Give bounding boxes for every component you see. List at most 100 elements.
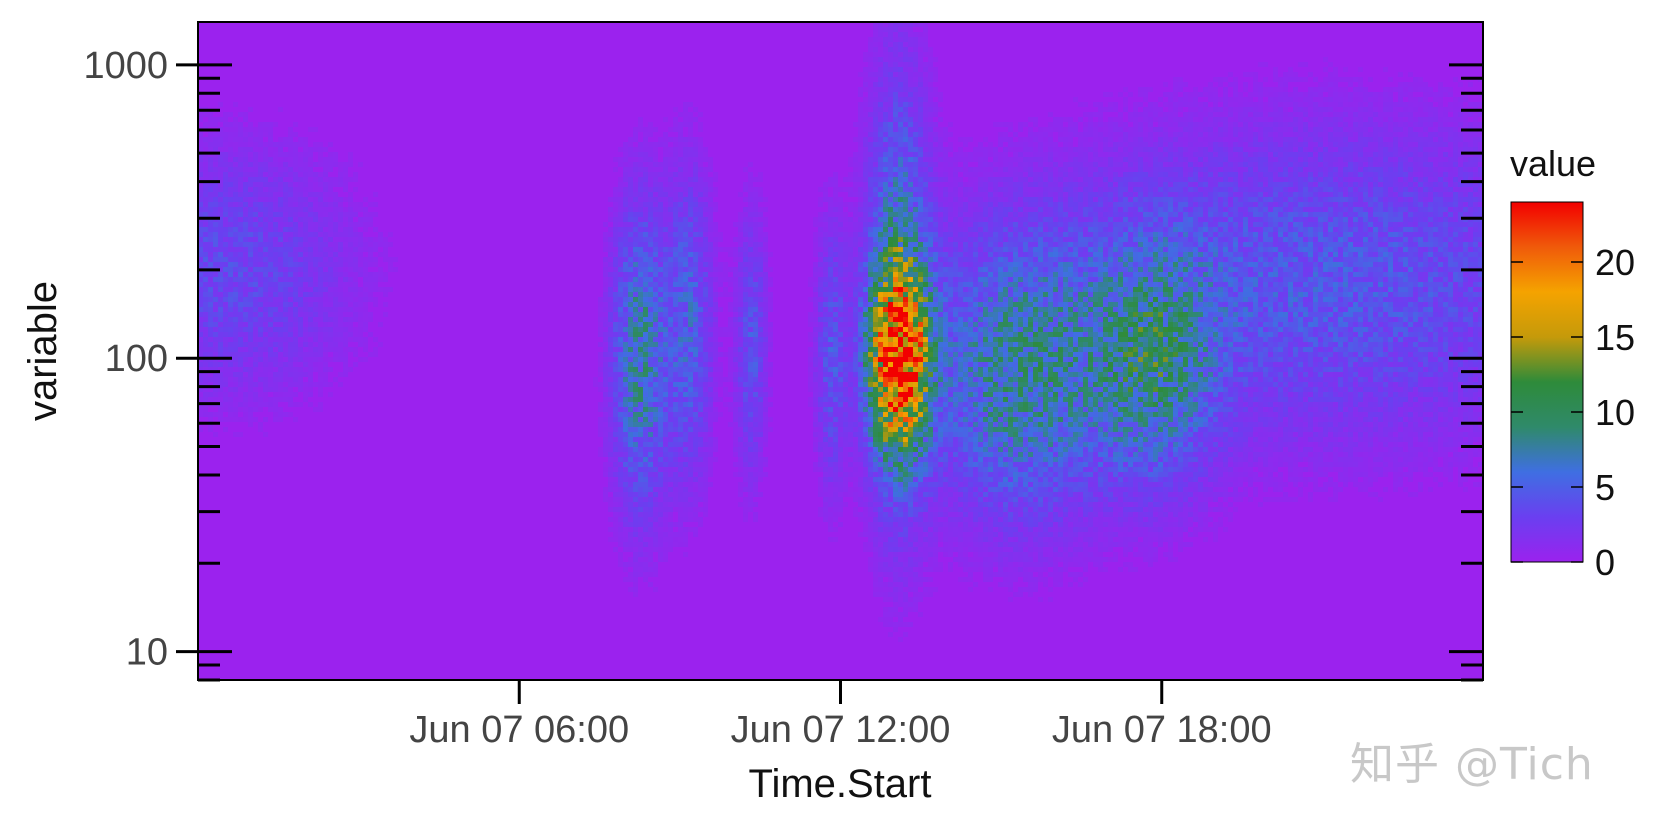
heatmap-cell <box>658 402 663 407</box>
heatmap-cell <box>763 427 768 432</box>
heatmap-cell <box>648 402 653 407</box>
heatmap-cell <box>648 292 653 297</box>
heatmap-cell <box>658 232 663 237</box>
heatmap-cell <box>763 292 768 297</box>
heatmap-cell <box>293 237 298 242</box>
heatmap-cell <box>828 482 833 487</box>
heatmap-cell <box>333 337 338 342</box>
heatmap-cell <box>363 337 368 342</box>
heatmap-cell <box>333 277 338 282</box>
heatmap-cell <box>618 467 623 472</box>
heatmap-cell <box>758 242 763 247</box>
heatmap-cell <box>653 307 658 312</box>
heatmap-cell <box>248 297 253 302</box>
heatmap-cell <box>228 147 233 152</box>
heatmap-cell <box>673 212 678 217</box>
heatmap-cell <box>273 262 278 267</box>
heatmap-cell <box>278 317 283 322</box>
heatmap-cell <box>298 172 303 177</box>
heatmap-cell <box>823 477 828 482</box>
heatmap-cell <box>278 187 283 192</box>
heatmap-cell <box>823 357 828 362</box>
heatmap-cell <box>828 317 833 322</box>
heatmap-cell <box>208 167 213 172</box>
heatmap-cell <box>823 252 828 257</box>
heatmap-cell <box>863 337 868 342</box>
heatmap-cell <box>293 152 298 157</box>
heatmap-cell <box>278 372 283 377</box>
heatmap-cell <box>703 172 708 177</box>
heatmap-cell <box>608 252 613 257</box>
heatmap-cell <box>833 417 838 422</box>
heatmap-cell <box>303 267 308 272</box>
heatmap-cell <box>248 137 253 142</box>
heatmap-cell <box>268 217 273 222</box>
heatmap-cell <box>738 212 743 217</box>
heatmap-cell <box>833 252 838 257</box>
heatmap-cell <box>253 237 258 242</box>
heatmap-cell <box>658 507 663 512</box>
heatmap-cell <box>748 502 753 507</box>
heatmap-cell <box>673 222 678 227</box>
heatmap-cell <box>263 287 268 292</box>
heatmap-cell <box>238 207 243 212</box>
heatmap-cell <box>863 192 868 197</box>
heatmap-cell <box>628 312 633 317</box>
heatmap-cell <box>258 177 263 182</box>
heatmap-cell <box>863 512 868 517</box>
heatmap-cell <box>708 377 713 382</box>
heatmap-cell <box>318 342 323 347</box>
heatmap-cell <box>653 127 658 132</box>
heatmap-cell <box>328 252 333 257</box>
heatmap-cell <box>833 387 838 392</box>
heatmap-cell <box>323 347 328 352</box>
heatmap-cell <box>663 287 668 292</box>
heatmap-cell <box>328 307 333 312</box>
heatmap-cell <box>768 252 773 257</box>
heatmap-cell <box>258 377 263 382</box>
heatmap-cell <box>663 157 668 162</box>
heatmap-cell <box>663 537 668 542</box>
heatmap-cell <box>218 392 223 397</box>
heatmap-cell <box>338 237 343 242</box>
heatmap-cell <box>828 497 833 502</box>
heatmap-cell <box>833 352 838 357</box>
heatmap-cell <box>223 217 228 222</box>
heatmap-cell <box>673 242 678 247</box>
heatmap-cell <box>348 212 353 217</box>
heatmap-cell <box>208 177 213 182</box>
heatmap-cell <box>338 357 343 362</box>
heatmap-cell <box>758 282 763 287</box>
heatmap-cell <box>308 362 313 367</box>
heatmap-cell <box>218 127 223 132</box>
heatmap-cell <box>208 262 213 267</box>
heatmap-cell <box>763 372 768 377</box>
heatmap-cell <box>633 377 638 382</box>
heatmap-cell <box>258 292 263 297</box>
heatmap-cell <box>868 92 873 97</box>
heatmap-cell <box>623 397 628 402</box>
heatmap-cell <box>718 277 723 282</box>
heatmap-cell <box>688 282 693 287</box>
heatmap-cell <box>363 247 368 252</box>
heatmap-cell <box>713 372 718 377</box>
heatmap-cell <box>628 397 633 402</box>
heatmap-cell <box>823 457 828 462</box>
heatmap-cell <box>323 257 328 262</box>
heatmap-cell <box>613 477 618 482</box>
heatmap-cell <box>658 312 663 317</box>
heatmap-cell <box>203 222 208 227</box>
heatmap-cell <box>823 407 828 412</box>
heatmap-cell <box>203 202 208 207</box>
heatmap-cell <box>643 207 648 212</box>
heatmap-cell <box>703 202 708 207</box>
heatmap-cell <box>208 332 213 337</box>
heatmap-cell <box>653 472 658 477</box>
heatmap-cell <box>608 482 613 487</box>
heatmap-cell <box>343 302 348 307</box>
heatmap-cell <box>623 202 628 207</box>
heatmap-cell <box>613 512 618 517</box>
heatmap-cell <box>818 327 823 332</box>
heatmap-cell <box>838 387 843 392</box>
heatmap-cell <box>728 302 733 307</box>
